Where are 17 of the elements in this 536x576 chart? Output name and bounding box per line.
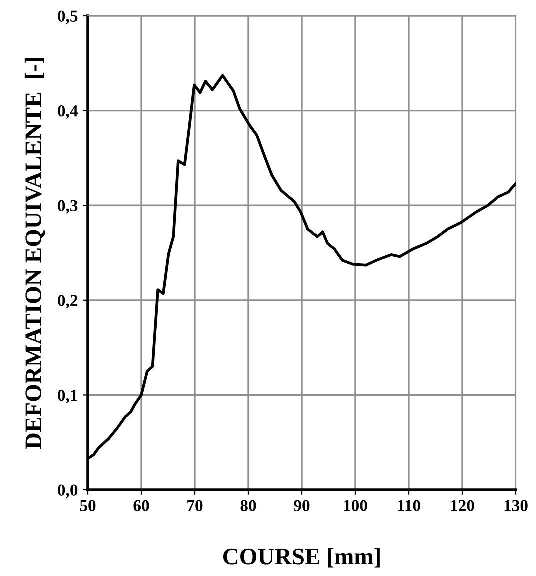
y-tick-label: 0,2: [58, 295, 78, 309]
y-tick-label: 0,3: [58, 200, 78, 214]
x-tick-label: 70: [188, 500, 203, 512]
y-tick-label: 0,1: [58, 390, 78, 404]
x-tick-label: 90: [294, 500, 310, 512]
x-tick-label: 100: [344, 500, 368, 512]
x-tick-label: 80: [240, 500, 256, 512]
x-tick-label: 110: [398, 500, 420, 512]
y-tick-label: 0,0: [58, 484, 78, 498]
x-tick-label: 60: [134, 500, 150, 512]
y-tick-label: 0,4: [58, 106, 78, 120]
x-axis-title: COURSE [mm]: [223, 548, 380, 568]
y-tick-label: 0,5: [58, 10, 78, 24]
x-tick-label: 50: [80, 500, 96, 512]
x-tick-label: 120: [451, 500, 474, 512]
x-tick-label: 130: [504, 500, 528, 512]
y-axis-title: DEFORMATION EQUIVALENTE [-]: [24, 58, 46, 450]
